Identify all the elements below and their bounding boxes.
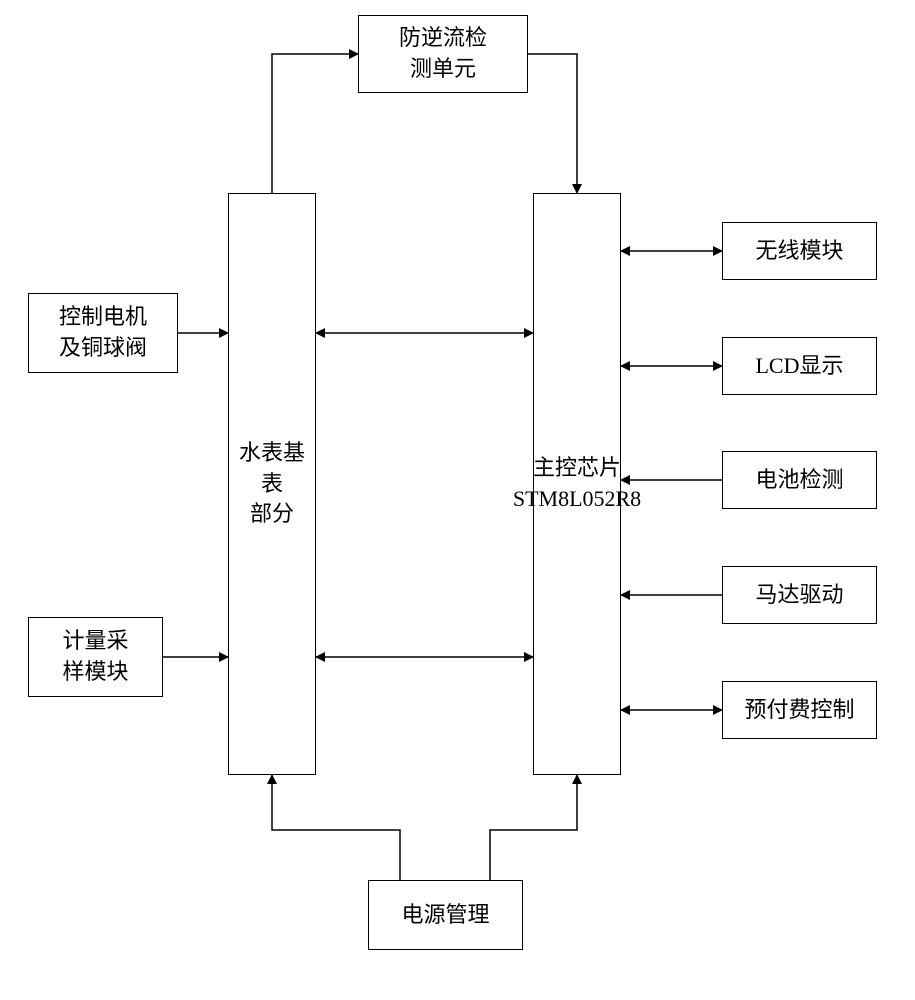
node-sampling: 计量采 样模块 — [28, 617, 163, 697]
node-motor_drive: 马达驱动 — [722, 566, 877, 624]
node-mcu: 主控芯片 STM8L052R8 — [533, 193, 621, 775]
node-label-sampling: 计量采 样模块 — [62, 626, 128, 688]
node-label-wireless: 无线模块 — [755, 236, 843, 267]
node-label-meter_base: 水表基表 部分 — [229, 438, 315, 530]
node-label-motor_valve: 控制电机 及铜球阀 — [59, 302, 147, 364]
node-lcd: LCD显示 — [722, 337, 877, 395]
node-anti_backflow: 防逆流检 测单元 — [358, 15, 528, 93]
node-wireless: 无线模块 — [722, 222, 877, 280]
node-label-prepay: 预付费控制 — [744, 695, 854, 726]
edge-12 — [490, 775, 577, 880]
node-label-battery: 电池检测 — [755, 465, 843, 496]
node-power_mgmt: 电源管理 — [368, 880, 523, 950]
edge-0 — [272, 54, 358, 193]
node-label-lcd: LCD显示 — [755, 351, 843, 382]
node-battery: 电池检测 — [722, 451, 877, 509]
node-prepay: 预付费控制 — [722, 681, 877, 739]
node-meter_base: 水表基表 部分 — [228, 193, 316, 775]
node-label-mcu: 主控芯片 STM8L052R8 — [513, 453, 641, 515]
node-label-motor_drive: 马达驱动 — [755, 580, 843, 611]
edge-1 — [528, 54, 577, 193]
diagram-canvas: 防逆流检 测单元水表基表 部分 主控芯片 STM8L052R8 控制电机 及铜球阀计… — [0, 0, 915, 1000]
edge-11 — [272, 775, 400, 880]
node-label-anti_backflow: 防逆流检 测单元 — [399, 23, 487, 85]
node-motor_valve: 控制电机 及铜球阀 — [28, 293, 178, 373]
node-label-power_mgmt: 电源管理 — [401, 900, 489, 931]
